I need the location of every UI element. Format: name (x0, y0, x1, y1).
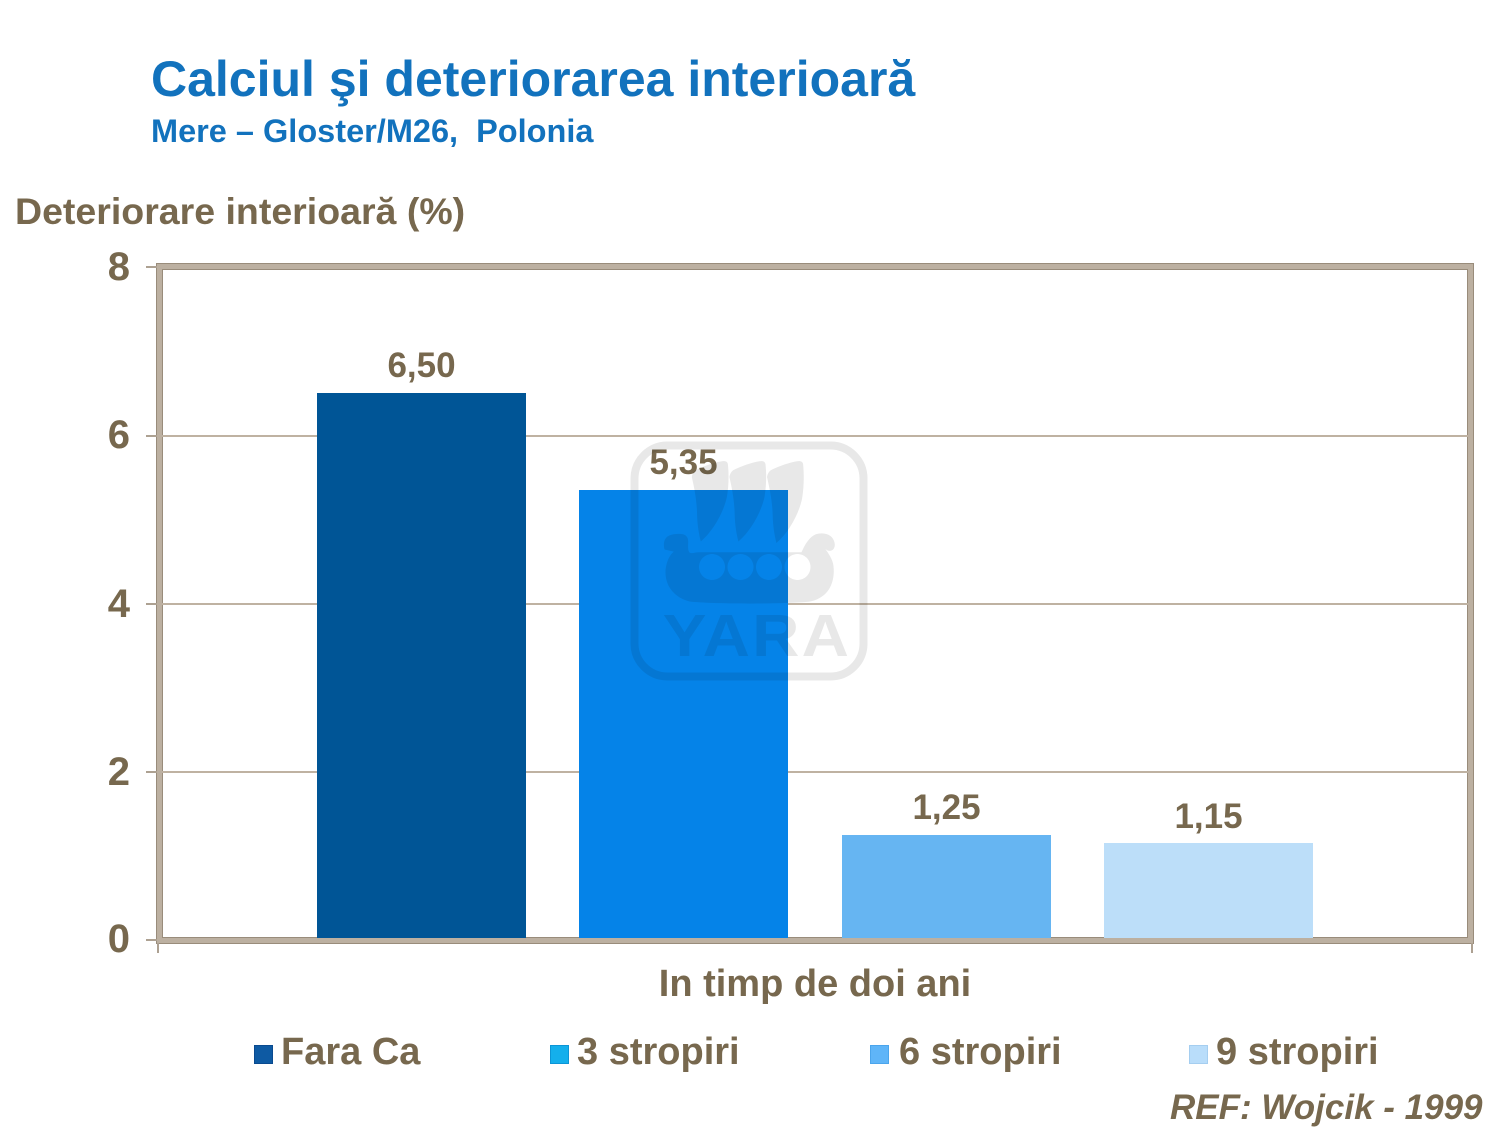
svg-text:YARA: YARA (663, 604, 851, 669)
